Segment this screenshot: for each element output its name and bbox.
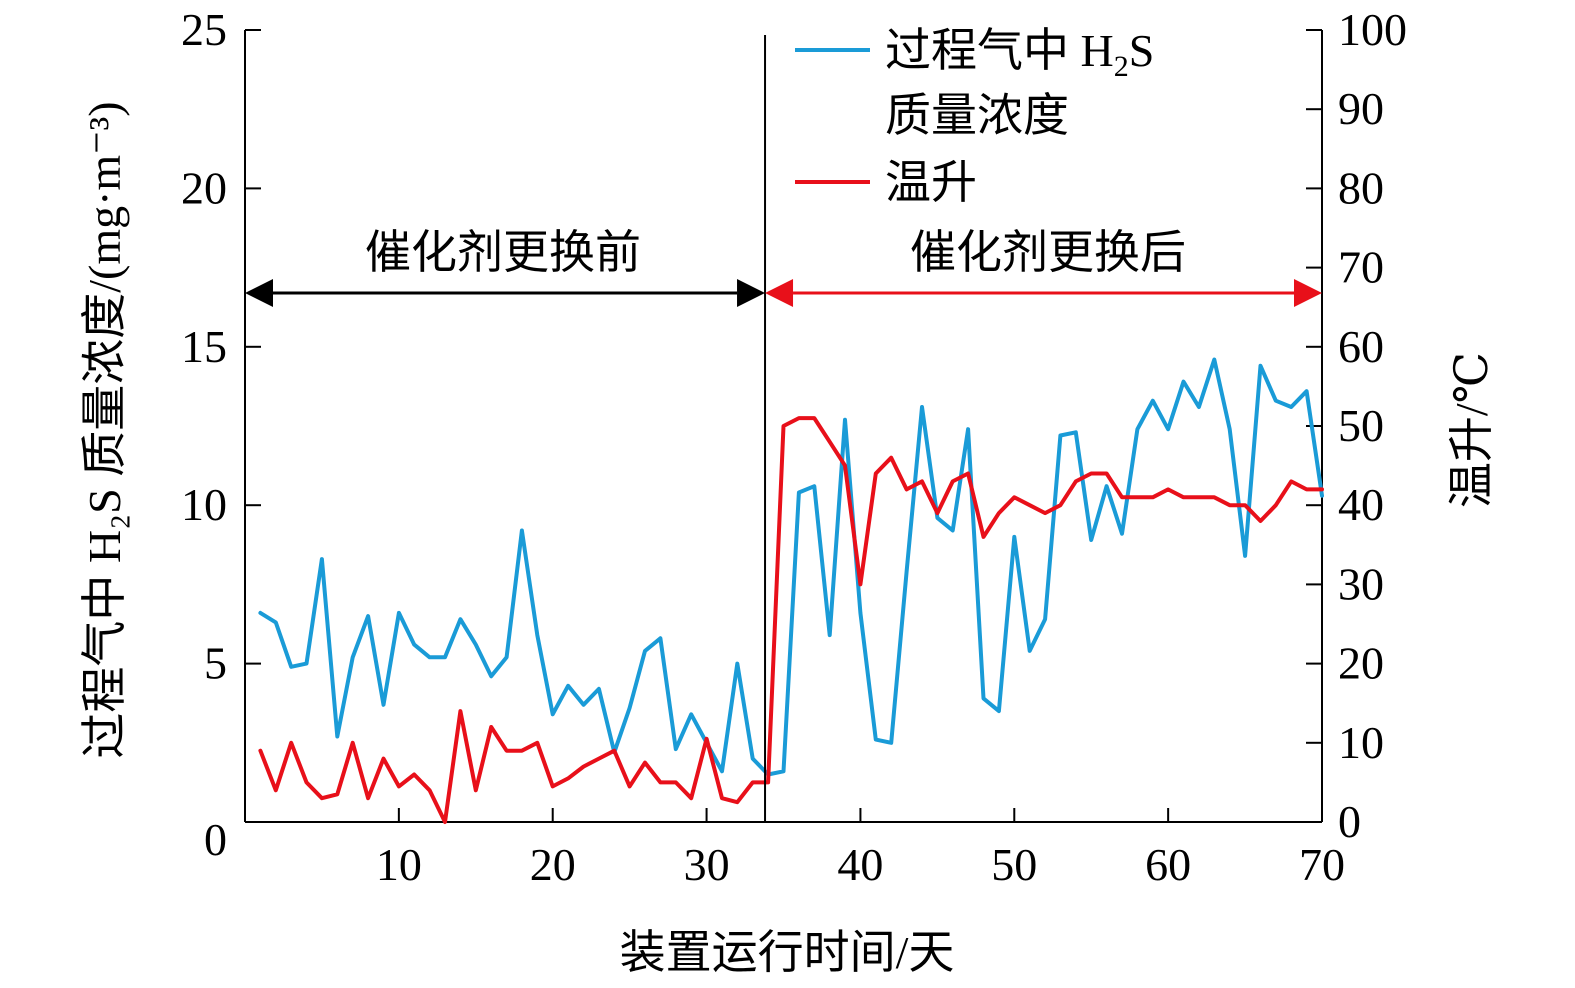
annotation-arrow-after: [765, 279, 1322, 307]
left-y-axis-ticks: 0 5 10 15 20 25: [181, 4, 261, 865]
legend-label-h2s-main: 过程气中 H: [885, 25, 1114, 76]
series-layer: [258, 357, 1324, 824]
right-y-tick-label: 20: [1338, 638, 1384, 689]
annotation-arrow-after-head-right: [1294, 279, 1322, 307]
annotation-after: 催化剂更换后: [910, 227, 1186, 278]
annotation-layer: [245, 35, 1322, 822]
right-y-tick-label: 0: [1338, 796, 1361, 847]
series-line-temp: [258, 416, 1324, 824]
x-tick-label: 60: [1145, 839, 1191, 890]
left-y-tick-label: 5: [204, 638, 227, 689]
right-y-tick-label: 70: [1338, 242, 1384, 293]
left-y-axis-title: 过程气中 H₂S 质量浓度/(mg·m⁻³): [79, 101, 130, 758]
x-tick-label: 70: [1299, 839, 1345, 890]
x-tick-label: 10: [376, 839, 422, 890]
right-y-axis-ticks: 0 10 20 30 40 50 60 70 80 90 100: [1306, 4, 1407, 847]
left-y-tick-label: 20: [181, 162, 227, 213]
left-y-tick-label: 0: [204, 814, 227, 865]
x-tick-label: 30: [684, 839, 730, 890]
left-y-axis-title-group: 过程气中 H₂S 质量浓度/(mg·m⁻³): [79, 101, 130, 758]
right-y-tick-label: 50: [1338, 400, 1384, 451]
right-y-axis-title-group: 温升/℃: [1446, 352, 1497, 508]
x-axis-title: 装置运行时间/天: [620, 927, 955, 978]
left-y-tick-label: 10: [181, 479, 227, 530]
annotation-arrow-before-head-right: [737, 279, 766, 307]
x-tick-label: 20: [530, 839, 576, 890]
legend-label-temp: 温升: [885, 157, 977, 208]
legend-label-h2s-line2: 质量浓度: [885, 90, 1069, 141]
right-y-axis-title: 温升/℃: [1446, 352, 1497, 508]
legend-label-h2s: 过程气中 H2S: [885, 25, 1154, 83]
x-tick-label: 40: [837, 839, 883, 890]
annotation-arrow-before-head-left: [245, 279, 273, 307]
left-y-tick-label: 15: [181, 321, 227, 372]
right-y-tick-label: 10: [1338, 717, 1384, 768]
annotation-arrow-before: [245, 279, 766, 307]
right-y-tick-label: 100: [1338, 4, 1407, 55]
legend-label-h2s-tail: S: [1129, 25, 1155, 76]
annotation-before: 催化剂更换前: [365, 227, 641, 278]
legend-label-h2s-sub: 2: [1114, 50, 1129, 83]
legend: 过程气中 H2S 质量浓度 温升: [795, 25, 1154, 208]
right-y-tick-label: 30: [1338, 558, 1384, 609]
right-y-tick-label: 40: [1338, 479, 1384, 530]
x-tick-label: 50: [991, 839, 1037, 890]
series-line-h2s: [258, 357, 1324, 777]
right-y-tick-label: 80: [1338, 162, 1384, 213]
x-axis-ticks: 10 20 30 40 50 60 70: [376, 808, 1345, 890]
annotation-arrow-after-head-left: [765, 279, 794, 307]
right-y-tick-label: 60: [1338, 321, 1384, 372]
right-y-tick-label: 90: [1338, 83, 1384, 134]
left-y-tick-label: 25: [181, 4, 227, 55]
